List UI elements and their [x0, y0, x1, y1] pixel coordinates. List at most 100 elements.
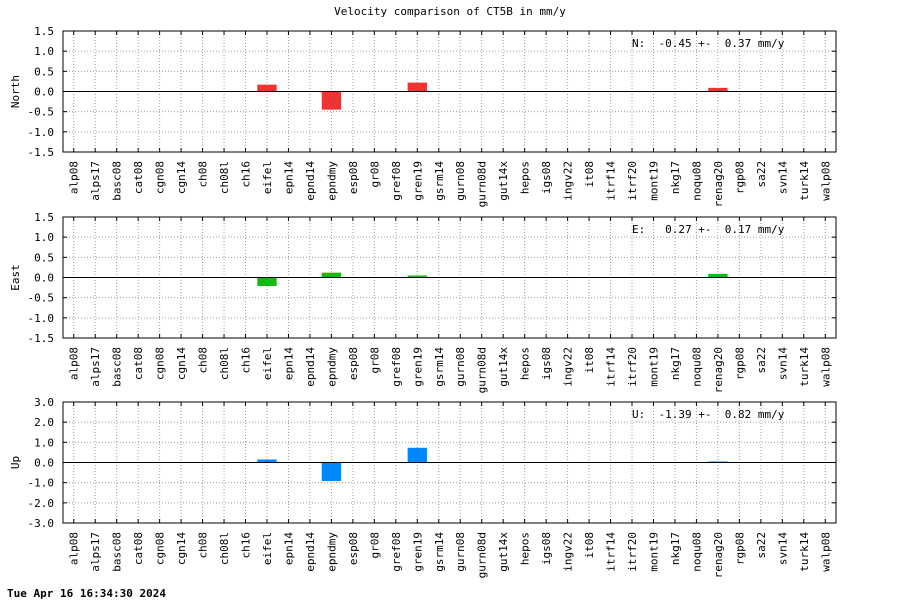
x-tick-label: epnd14	[304, 532, 317, 572]
x-tick-label: ch08l	[218, 161, 231, 194]
x-tick-label: nkg17	[669, 161, 682, 194]
x-tick-label: epndmy	[325, 532, 338, 572]
x-tick-label: hepos	[519, 532, 532, 565]
x-tick-label: hepos	[519, 161, 532, 194]
x-tick-label: gref08	[390, 161, 403, 201]
y-tick-label: 1.0	[34, 231, 54, 244]
x-tick-label: alp08	[68, 347, 81, 380]
x-tick-label: turk14	[798, 161, 811, 201]
x-tick-label: renag20	[712, 347, 725, 393]
y-axis-label: North	[9, 75, 22, 108]
x-tick-label: ch08	[197, 532, 210, 559]
x-tick-label: ingv22	[562, 532, 575, 572]
y-tick-label: -2.0	[28, 497, 55, 510]
x-tick-label: svn14	[776, 161, 789, 194]
x-tick-label: gsrm14	[433, 532, 446, 572]
x-tick-label: svn14	[776, 347, 789, 380]
x-tick-label: igs08	[540, 532, 553, 565]
y-tick-label: 1.0	[34, 45, 54, 58]
bar-gren19	[407, 82, 427, 92]
x-tick-label: alp08	[68, 161, 81, 194]
x-tick-label: ingv22	[562, 161, 575, 201]
bar-gren19	[407, 447, 427, 463]
y-tick-label: 3.0	[34, 396, 54, 409]
x-tick-label: gsrm14	[433, 161, 446, 201]
x-tick-label: gr08	[368, 532, 381, 559]
x-tick-label: ch16	[240, 161, 253, 188]
x-tick-label: ingv22	[562, 347, 575, 387]
y-tick-label: 0.0	[34, 272, 54, 285]
x-tick-label: gref08	[390, 532, 403, 572]
x-tick-label: gut14x	[497, 532, 510, 572]
x-tick-label: walp08	[819, 532, 832, 572]
x-tick-label: cgn14	[175, 532, 188, 565]
x-tick-label: esp08	[347, 347, 360, 380]
y-tick-label: -1.5	[28, 332, 55, 345]
y-tick-label: 0.0	[34, 457, 54, 470]
x-tick-label: gut14x	[497, 347, 510, 387]
plot-frame	[62, 401, 837, 524]
x-tick-label: esp08	[347, 161, 360, 194]
x-tick-label: ch08	[197, 161, 210, 188]
bar-renag20	[708, 461, 728, 463]
y-axis-label: Up	[9, 456, 22, 469]
x-tick-label: walp08	[819, 161, 832, 201]
x-tick-label: gurn08d	[476, 532, 489, 578]
x-tick-label: renag20	[712, 532, 725, 578]
x-tick-label: it08	[583, 347, 596, 374]
x-tick-label: alps17	[89, 532, 102, 572]
x-tick-label: it08	[583, 161, 596, 188]
x-tick-label: noqu08	[690, 161, 703, 201]
x-tick-label: alps17	[89, 161, 102, 201]
bar-epndmy	[321, 462, 342, 482]
stat-annotation: E: 0.27 +- 0.17 mm/y	[632, 223, 785, 236]
x-tick-label: nkg17	[669, 347, 682, 380]
x-tick-label: rgp08	[733, 347, 746, 380]
x-tick-label: itrf14	[605, 532, 618, 572]
x-tick-label: gref08	[390, 347, 403, 387]
x-tick-label: itrf14	[605, 347, 618, 387]
bar-epndmy	[321, 272, 342, 278]
x-tick-label: epn14	[282, 532, 295, 565]
x-tick-label: gren19	[411, 532, 424, 572]
y-tick-label: 1.5	[34, 211, 54, 224]
x-tick-label: basc08	[111, 532, 124, 572]
stat-annotation: U: -1.39 +- 0.82 mm/y	[632, 408, 785, 421]
y-tick-label: 1.0	[34, 436, 54, 449]
x-tick-label: gut14x	[497, 161, 510, 201]
x-tick-label: itrf14	[605, 161, 618, 201]
x-tick-label: gsrm14	[433, 347, 446, 387]
x-tick-label: hepos	[519, 347, 532, 380]
plot-frame	[62, 30, 837, 153]
x-tick-label: cgn08	[154, 161, 167, 194]
chart-title: Velocity comparison of CT5B in mm/y	[334, 5, 566, 18]
y-tick-label: -1.5	[28, 146, 55, 159]
x-tick-label: cgn14	[175, 347, 188, 380]
x-tick-label: sa22	[755, 161, 768, 188]
x-tick-label: esp08	[347, 532, 360, 565]
x-tick-label: gr08	[368, 347, 381, 374]
x-tick-label: rgp08	[733, 161, 746, 194]
x-tick-label: turk14	[798, 347, 811, 387]
x-tick-label: rgp08	[733, 532, 746, 565]
x-tick-label: eifel	[261, 161, 274, 194]
bar-eifel	[257, 84, 277, 92]
y-tick-label: -0.5	[28, 292, 55, 305]
x-tick-label: mont19	[647, 532, 660, 572]
x-tick-label: cat08	[132, 161, 145, 194]
x-tick-label: cgn14	[175, 161, 188, 194]
x-tick-label: epnd14	[304, 161, 317, 201]
bar-eifel	[257, 277, 277, 286]
bar-epndmy	[321, 91, 342, 110]
x-tick-label: gren19	[411, 347, 424, 387]
plot-frame	[62, 216, 837, 339]
x-tick-label: basc08	[111, 161, 124, 201]
x-tick-label: noqu08	[690, 532, 703, 572]
y-tick-label: -1.0	[28, 126, 55, 139]
bar-renag20	[708, 87, 728, 92]
x-tick-label: itrf20	[626, 532, 639, 572]
x-tick-label: igs08	[540, 347, 553, 380]
x-tick-label: gurn08	[454, 347, 467, 387]
y-tick-label: -1.0	[28, 477, 55, 490]
